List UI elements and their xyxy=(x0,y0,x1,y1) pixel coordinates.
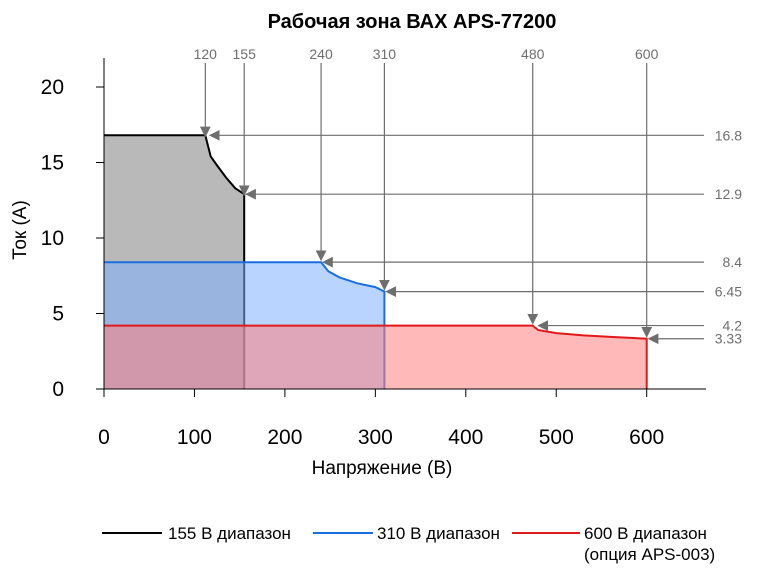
current-marker-label: 8.4 xyxy=(723,254,743,270)
x-tick-label: 300 xyxy=(358,426,393,449)
y-tick-label: 0 xyxy=(52,378,64,401)
series-area-2 xyxy=(104,325,647,389)
voltage-marker-label: 240 xyxy=(309,46,333,62)
x-tick-label: 100 xyxy=(177,426,212,449)
series-line-2 xyxy=(104,324,648,389)
y-tick-label: 5 xyxy=(52,303,64,326)
legend-label-310: 310 В диапазон xyxy=(377,524,500,543)
current-marker-label: 3.33 xyxy=(715,331,742,347)
current-marker-label: 4.2 xyxy=(723,318,743,334)
voltage-marker-label: 155 xyxy=(233,46,257,62)
chart-title: Рабочая зона ВАХ APS-77200 xyxy=(268,11,557,33)
y-tick-label: 15 xyxy=(41,152,64,175)
voltage-marker-label: 600 xyxy=(635,46,659,62)
x-tick-label: 200 xyxy=(267,426,302,449)
x-tick-label: 600 xyxy=(629,426,664,449)
current-marker-label: 16.8 xyxy=(715,127,742,143)
x-tick-label: 0 xyxy=(98,426,110,449)
annotations: 120 155 240 310 480 600 16.8 12.9 8.4 6.45 4.23.33 xyxy=(194,46,743,347)
legend-label-600: 600 В диапазон xyxy=(584,524,707,543)
legend: 155 В диапазон 310 В диапазон 600 В диап… xyxy=(102,524,715,564)
x-axis-title: Напряжение (В) xyxy=(312,458,453,479)
voltage-marker-label: 120 xyxy=(194,46,218,62)
x-tick-label: 500 xyxy=(539,426,574,449)
current-marker-label: 12.9 xyxy=(715,186,742,202)
voltage-marker-label: 310 xyxy=(373,46,397,62)
y-tick-label: 10 xyxy=(41,227,64,250)
legend-label-155: 155 В диапазон xyxy=(168,524,291,543)
plot-area xyxy=(104,134,648,389)
voltage-marker-label: 480 xyxy=(521,46,545,62)
axes: Напряжение (В) Ток (А) 0 100 200 300 400 500 6… xyxy=(10,58,706,479)
y-axis-title: Ток (А) xyxy=(10,200,31,260)
legend-label-600-option: (опция APS-003) xyxy=(584,545,715,564)
current-marker-label: 6.45 xyxy=(715,284,742,300)
y-tick-label: 20 xyxy=(41,76,64,99)
x-tick-label: 400 xyxy=(448,426,483,449)
